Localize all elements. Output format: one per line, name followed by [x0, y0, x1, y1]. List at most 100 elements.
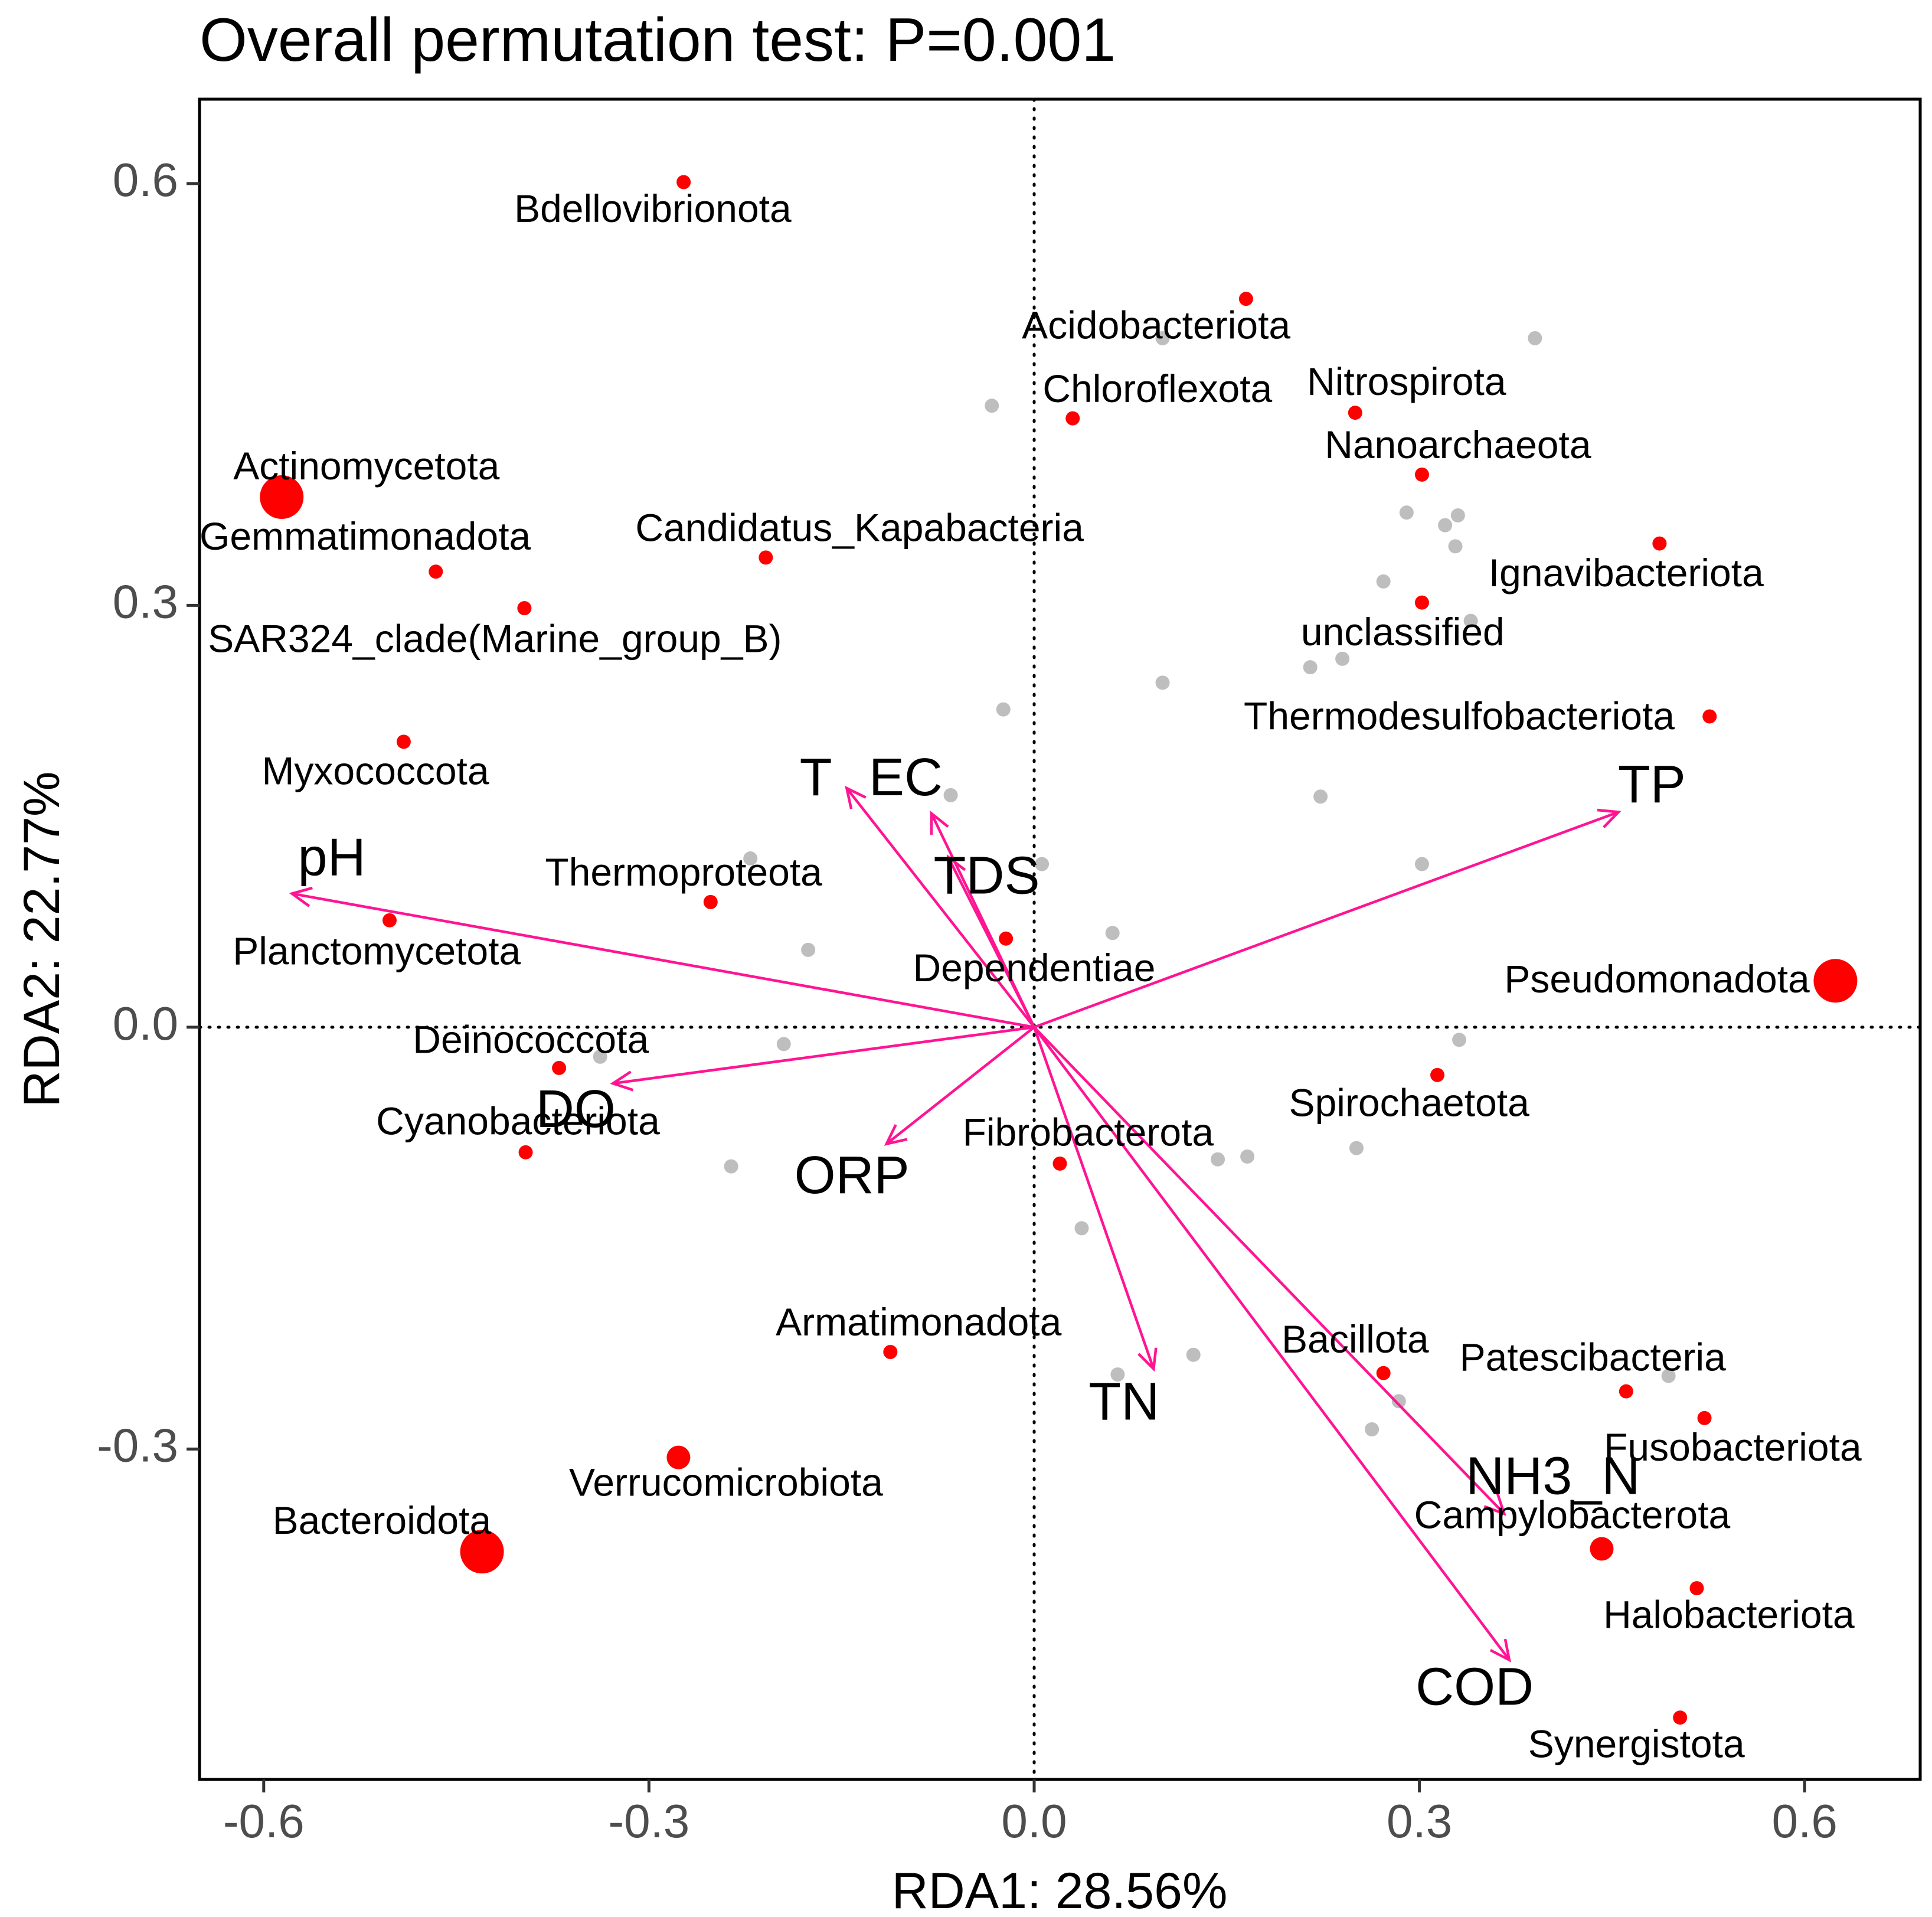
species-point-bacteroidota [460, 1530, 504, 1574]
background-point-7 [1448, 539, 1463, 554]
axes: -0.6 -0.3 0.0 0.3 0.6 -0.3 0.0 0.3 0.6 [97, 154, 1838, 1847]
species-point-halobacteriota [1689, 1581, 1704, 1596]
background-point-27 [1349, 1141, 1364, 1155]
env-label-tds: TDS [934, 847, 1040, 906]
background-point-6 [1438, 518, 1453, 533]
background-point-23 [1452, 1033, 1467, 1047]
species-point-planctomycetota [382, 913, 397, 928]
species-point-myxococcota [396, 734, 411, 749]
background-point-18 [1414, 857, 1429, 871]
species-point-unclassified [1414, 595, 1429, 610]
species-label-verrucomicrobiota: Verrucomicrobiota [569, 1461, 883, 1504]
x-tick-label-1: -0.6 [223, 1795, 305, 1847]
background-point-24 [724, 1159, 738, 1174]
species-point-bacillota [1376, 1366, 1391, 1380]
species-point-ignavibacteriota [1652, 536, 1667, 551]
x-tick-label-3: 0.0 [1001, 1795, 1067, 1847]
species-label-gemmatimonadota: Gemmatimonadota [200, 514, 531, 558]
species-point-pseudomonadota [1813, 959, 1858, 1003]
species-label-candidatus-kapabacteria: Candidatus_Kapabacteria [635, 506, 1084, 550]
species-label-halobacteriota: Halobacteriota [1603, 1593, 1855, 1637]
env-label-tp: TP [1618, 755, 1686, 814]
env-arrow-nh3-n-head [1483, 1493, 1506, 1516]
env-label-do: DO [536, 1080, 616, 1139]
species-label-sar324-clade-marine-group-b: SAR324_clade(Marine_group_B) [208, 617, 782, 661]
species-point-candidatus-kapabacteria [759, 550, 773, 565]
species-label-unclassified: unclassified [1301, 610, 1505, 654]
background-point-19 [1105, 926, 1120, 940]
species-point-chloroflexota [1065, 411, 1080, 426]
species-point-gemmatimonadota [429, 564, 443, 579]
background-points [593, 331, 1676, 1436]
background-point-17 [1035, 857, 1050, 871]
env-arrow-tds [947, 856, 1036, 1028]
species-point-sar324-clade-marine-group-b [517, 601, 532, 616]
background-point-5 [1450, 508, 1465, 522]
species-label-nanoarchaeota: Nanoarchaeota [1325, 423, 1591, 466]
species-point-fusobacteriota [1697, 1410, 1712, 1425]
background-point-29 [1186, 1347, 1201, 1362]
background-point-4 [1399, 505, 1414, 520]
x-axis-title: RDA1: 28.56% [892, 1863, 1228, 1917]
plot-panel-border [198, 97, 1922, 1781]
background-point-8 [1376, 574, 1391, 589]
background-point-14 [1313, 789, 1328, 804]
species-label-actinomycetota: Actinomycetota [233, 444, 499, 488]
x-tick-label-2: -0.3 [608, 1795, 689, 1847]
species-point-dependentiae [999, 931, 1014, 946]
env-arrow-tp-head [1597, 808, 1622, 828]
species-points [260, 175, 1858, 1725]
y-tick-label-1: -0.3 [97, 1419, 178, 1471]
species-label-thermodesulfobacteriota: Thermodesulfobacteriota [1244, 694, 1675, 738]
species-point-actinomycetota [260, 475, 304, 519]
env-arrow-ph-head [289, 886, 313, 907]
background-point-9 [1463, 613, 1478, 628]
species-point-nanoarchaeota [1414, 467, 1429, 482]
background-point-31 [1391, 1394, 1406, 1409]
y-tick-label-2: 0.0 [113, 997, 178, 1050]
env-arrow-orp-head [884, 1124, 908, 1146]
species-point-fibrobacterota [1052, 1156, 1067, 1171]
environment-arrows [289, 785, 1622, 1663]
env-arrow-t-head [845, 785, 867, 809]
env-arrow-tds-head [946, 854, 966, 879]
background-point-15 [943, 788, 958, 802]
species-label-spirochaetota: Spirochaetota [1289, 1081, 1530, 1125]
species-label-pseudomonadota: Pseudomonadota [1504, 957, 1810, 1001]
species-point-bdellovibrionota [676, 175, 691, 190]
species-label-acidobacteriota: Acidobacteriota [1022, 303, 1290, 347]
background-point-30 [1110, 1367, 1125, 1382]
species-label-ignavibacteriota: Ignavibacteriota [1489, 551, 1764, 595]
species-label-fusobacteriota: Fusobacteriota [1604, 1425, 1862, 1469]
background-point-16 [743, 851, 758, 866]
species-label-patescibacteria: Patescibacteria [1460, 1335, 1727, 1379]
species-label-campylobacterota: Campylobacterota [1414, 1493, 1731, 1536]
species-label-synergistota: Synergistota [1528, 1722, 1745, 1766]
background-point-25 [1211, 1152, 1225, 1167]
species-label-nitrospirota: Nitrospirota [1307, 360, 1506, 403]
env-arrow-t [845, 787, 1035, 1028]
background-point-28 [1074, 1221, 1089, 1236]
env-arrow-do [613, 1026, 1035, 1085]
species-label-dependentiae: Dependentiae [913, 946, 1155, 989]
env-arrow-tp [1034, 811, 1619, 1028]
env-label-tn: TN [1088, 1372, 1159, 1431]
background-point-2 [1155, 331, 1170, 345]
env-label-nh3-n: NH3_N [1466, 1447, 1640, 1506]
species-point-synergistota [1673, 1710, 1688, 1725]
background-point-13 [996, 702, 1011, 717]
background-point-21 [776, 1037, 791, 1051]
x-tick-label-4: 0.3 [1387, 1795, 1452, 1847]
species-point-thermoproteota [703, 894, 718, 909]
y-tick-label-3: 0.3 [113, 575, 178, 628]
species-label-planctomycetota: Planctomycetota [233, 929, 521, 972]
env-label-t: T [800, 748, 832, 807]
species-point-campylobacterota [1590, 1537, 1614, 1561]
env-arrow-ec-head [930, 811, 949, 835]
species-point-cyanobacteriota [518, 1145, 533, 1160]
background-point-1 [1528, 331, 1542, 345]
species-label-fibrobacterota: Fibrobacterota [963, 1111, 1214, 1154]
env-arrow-tn-head [1137, 1347, 1158, 1372]
species-label-deinococcota: Deinococcota [413, 1017, 649, 1061]
